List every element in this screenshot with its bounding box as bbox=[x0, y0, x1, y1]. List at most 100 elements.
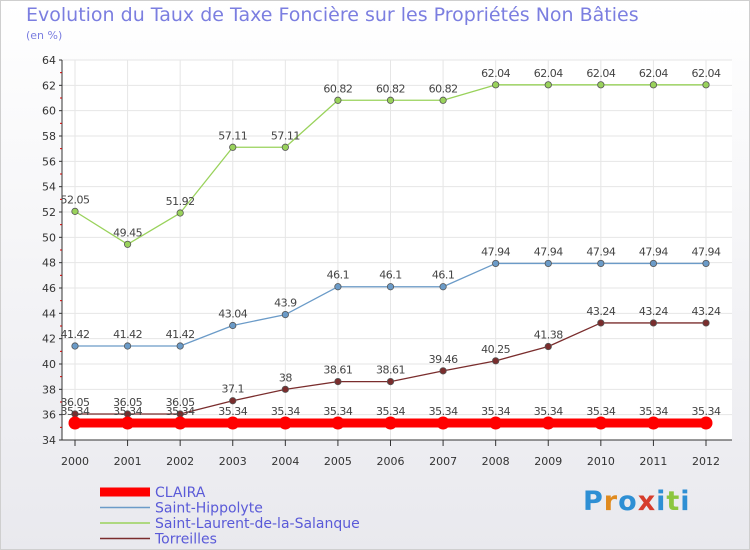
data-label: 57.11 bbox=[271, 129, 300, 142]
x-tick-label: 2003 bbox=[219, 455, 247, 468]
x-tick-label: 2005 bbox=[324, 455, 352, 468]
logo-letter: i bbox=[656, 486, 667, 517]
data-point bbox=[176, 209, 184, 217]
data-point bbox=[439, 283, 447, 291]
data-label: 47.94 bbox=[639, 245, 668, 258]
data-point bbox=[229, 397, 237, 405]
data-label: 35.34 bbox=[166, 405, 195, 418]
data-point bbox=[541, 416, 555, 430]
plot-area bbox=[62, 60, 732, 440]
data-point bbox=[71, 207, 79, 215]
logo-letter: P bbox=[583, 486, 604, 517]
data-point bbox=[121, 416, 135, 430]
data-label: 35.34 bbox=[586, 405, 615, 418]
data-label: 62.04 bbox=[481, 67, 510, 80]
y-tick-label: 44 bbox=[42, 307, 56, 320]
x-tick-label: 2007 bbox=[429, 455, 457, 468]
data-label: 41.42 bbox=[166, 328, 195, 341]
x-tick-label: 2008 bbox=[482, 455, 510, 468]
data-point bbox=[594, 416, 608, 430]
legend-label: Torreilles bbox=[154, 532, 217, 548]
y-tick-label: 50 bbox=[42, 231, 56, 244]
logo-letter: o bbox=[618, 486, 638, 517]
data-label: 47.94 bbox=[481, 245, 510, 258]
data-label: 52.05 bbox=[61, 193, 90, 206]
data-point bbox=[334, 283, 342, 291]
chart-subtitle: (en %) bbox=[26, 29, 63, 42]
data-label: 62.04 bbox=[586, 67, 615, 80]
x-tick-label: 2010 bbox=[587, 455, 615, 468]
data-point bbox=[229, 321, 237, 330]
data-label: 43.04 bbox=[218, 307, 247, 320]
y-tick-label: 48 bbox=[42, 257, 56, 270]
data-point bbox=[492, 357, 500, 365]
y-tick-label: 56 bbox=[42, 155, 56, 168]
x-tick-label: 2004 bbox=[271, 455, 299, 468]
data-label: 39.46 bbox=[429, 353, 458, 366]
data-point bbox=[331, 416, 345, 430]
data-point bbox=[649, 81, 658, 89]
data-point bbox=[699, 416, 713, 430]
data-label: 38 bbox=[279, 371, 292, 384]
data-point bbox=[646, 416, 660, 430]
data-point bbox=[229, 143, 237, 151]
data-label: 35.34 bbox=[218, 405, 247, 418]
logo-letter: t bbox=[666, 486, 681, 517]
data-label: 35.34 bbox=[429, 405, 458, 418]
data-point bbox=[544, 259, 552, 268]
data-point bbox=[123, 240, 132, 248]
data-point bbox=[597, 81, 605, 89]
data-point bbox=[439, 367, 447, 375]
legend-label: Saint-Hippolyte bbox=[155, 501, 263, 517]
data-label: 46.1 bbox=[327, 269, 350, 282]
data-point bbox=[278, 416, 292, 430]
data-label: 51.92 bbox=[166, 195, 195, 208]
y-tick-label: 64 bbox=[42, 54, 56, 67]
data-label: 43.24 bbox=[586, 305, 615, 318]
data-point bbox=[386, 283, 395, 291]
data-point bbox=[649, 319, 658, 327]
data-label: 35.34 bbox=[692, 405, 721, 418]
data-label: 57.11 bbox=[218, 129, 247, 142]
data-label: 43.9 bbox=[274, 297, 297, 310]
data-point bbox=[544, 81, 552, 89]
data-point bbox=[386, 96, 395, 104]
data-point bbox=[281, 143, 289, 151]
x-tick-label: 2002 bbox=[166, 455, 194, 468]
data-point bbox=[334, 96, 342, 104]
data-label: 36.05 bbox=[113, 396, 142, 409]
data-point bbox=[702, 81, 710, 89]
data-point bbox=[489, 416, 503, 430]
data-point bbox=[597, 259, 605, 268]
data-label: 35.34 bbox=[271, 405, 300, 418]
logo-letter: r bbox=[603, 486, 619, 517]
data-label: 35.34 bbox=[61, 405, 90, 418]
data-label: 43.24 bbox=[692, 305, 721, 318]
data-label: 41.38 bbox=[534, 329, 563, 342]
data-point bbox=[173, 416, 187, 430]
data-label: 40.25 bbox=[481, 343, 510, 356]
data-label: 46.1 bbox=[432, 269, 455, 282]
data-label: 62.04 bbox=[639, 67, 668, 80]
data-point bbox=[71, 342, 79, 350]
data-label: 38.61 bbox=[323, 364, 352, 377]
data-label: 35.34 bbox=[323, 405, 352, 418]
logo-letter: x bbox=[637, 486, 657, 517]
y-tick-label: 40 bbox=[42, 358, 56, 371]
legend-label: CLAIRA bbox=[155, 485, 206, 501]
data-label: 35.34 bbox=[639, 405, 668, 418]
data-point bbox=[492, 259, 500, 268]
data-point bbox=[436, 416, 450, 430]
data-label: 60.82 bbox=[376, 82, 405, 95]
x-tick-label: 2006 bbox=[377, 455, 405, 468]
data-label: 38.61 bbox=[376, 364, 405, 377]
data-point bbox=[439, 96, 447, 104]
data-point bbox=[702, 319, 710, 327]
data-point bbox=[649, 259, 658, 268]
data-point bbox=[384, 416, 397, 430]
logo-letter: i bbox=[680, 486, 691, 517]
data-label: 43.24 bbox=[639, 305, 668, 318]
y-tick-label: 58 bbox=[42, 130, 56, 143]
data-point bbox=[702, 259, 710, 268]
data-label: 41.42 bbox=[61, 328, 90, 341]
